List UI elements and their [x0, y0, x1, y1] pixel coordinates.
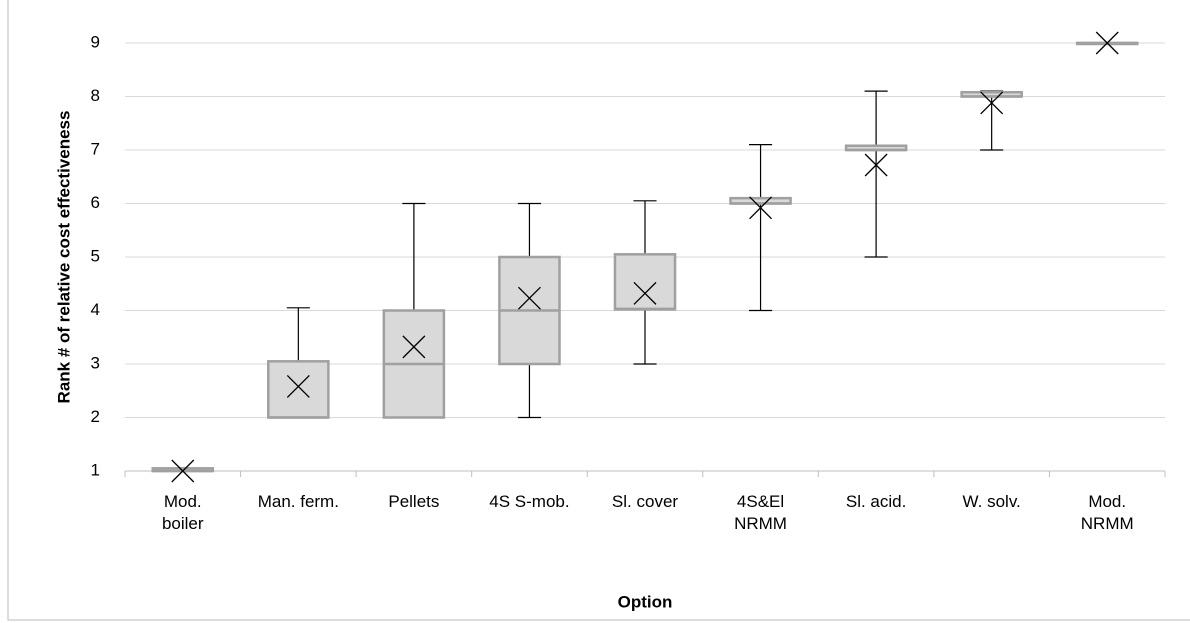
mean-marker [749, 196, 773, 220]
mean-marker [171, 459, 195, 483]
mean-marker [980, 91, 1004, 115]
y-axis-title: Rank # of relative cost effectiveness [54, 111, 73, 404]
y-tick-label: 7 [91, 139, 100, 158]
mean-marker [864, 153, 888, 177]
y-tick-label: 3 [91, 353, 100, 372]
x-tick-label: 4S S-mob. [489, 492, 570, 511]
chart-frame [7, 0, 1190, 621]
box [267, 360, 330, 419]
y-tick-label: 4 [91, 300, 100, 319]
mean-marker [1095, 31, 1119, 55]
x-tick-label: Man. ferm. [257, 492, 339, 511]
x-tick-label: 4S&El NRMM [734, 492, 787, 533]
mean-marker [286, 375, 310, 398]
x-tick-label: W. solv. [962, 492, 1021, 511]
x-axis-title: Option [618, 592, 673, 611]
x-tick-label: Sl. acid. [845, 492, 907, 511]
y-tick-label: 1 [91, 460, 100, 479]
y-tick-label: 9 [91, 32, 100, 51]
x-tick-label: Mod. NRMM [1080, 492, 1134, 533]
x-tick-label: Mod. boiler [161, 492, 204, 533]
mean-marker [633, 281, 657, 305]
box [613, 253, 677, 311]
y-tick-label: 2 [91, 407, 100, 426]
y-tick-label: 8 [91, 86, 100, 105]
mean-marker [517, 286, 541, 310]
x-tick-label: Pellets [388, 492, 440, 511]
y-tick-label: 5 [91, 246, 100, 265]
mean-marker [402, 335, 426, 359]
y-tick-label: 6 [91, 193, 100, 212]
x-tick-label: Sl. cover [611, 492, 679, 511]
